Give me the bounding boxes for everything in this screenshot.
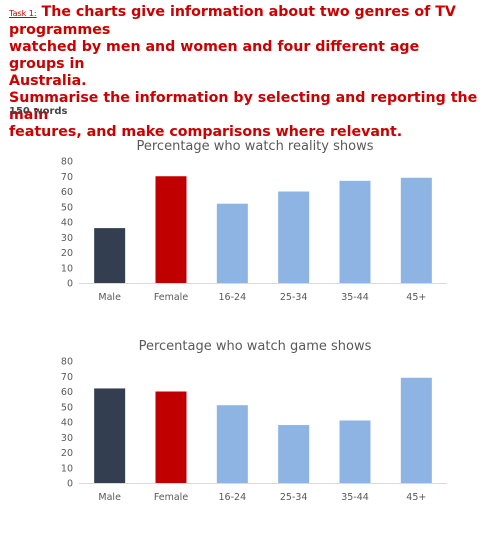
reality-bar bbox=[94, 228, 126, 283]
game-category-label: 25-34 bbox=[280, 492, 308, 503]
game-y-tick-label: 40 bbox=[61, 418, 73, 429]
game-y-tick-label: 0 bbox=[67, 479, 73, 490]
reality-y-tick-label: 50 bbox=[61, 202, 73, 213]
game-y-tick-label: 50 bbox=[61, 402, 73, 413]
task-prompt-line-3: Australia. bbox=[9, 73, 87, 89]
reality-bar bbox=[339, 180, 371, 283]
reality-category-label: Female bbox=[154, 292, 189, 303]
reality-bar bbox=[278, 191, 310, 283]
reality-y-tick-label: 20 bbox=[61, 248, 73, 259]
game-y-tick-label: 30 bbox=[61, 433, 73, 444]
game-y-tick-label: 60 bbox=[61, 387, 73, 398]
game-y-tick-label: 70 bbox=[61, 372, 73, 383]
reality-y-tick-label: 80 bbox=[61, 157, 73, 168]
reality-category-label: 25-34 bbox=[280, 292, 308, 303]
task-prompt: Task 1: The charts give information abou… bbox=[9, 4, 479, 141]
reality-y-tick-label: 10 bbox=[61, 263, 73, 274]
game-category-label: Male bbox=[98, 492, 121, 503]
task-prompt-line-4: Summarise the information by selecting a… bbox=[9, 90, 478, 123]
game-bar bbox=[155, 391, 187, 483]
reality-bar bbox=[155, 176, 187, 283]
game-category-label: 45+ bbox=[406, 492, 426, 503]
reality-y-tick-label: 40 bbox=[61, 218, 73, 229]
game-y-tick-label: 10 bbox=[61, 463, 73, 474]
task-prompt-line-2: watched by men and women and four differ… bbox=[9, 39, 420, 72]
reality-category-label: 45+ bbox=[406, 292, 426, 303]
reality-y-tick-label: 30 bbox=[61, 233, 73, 244]
reality-category-label: 35-44 bbox=[341, 292, 369, 303]
reality-shows-chart: Percentage who watch reality shows 0 10 20 3… bbox=[0, 130, 484, 330]
reality-bar bbox=[400, 177, 432, 283]
game-shows-chart: Percentage who watch game shows 0 10 20 30 40… bbox=[0, 330, 484, 530]
word-count: 150 words bbox=[9, 106, 68, 117]
game-category-label: 16-24 bbox=[219, 492, 247, 503]
reality-bar bbox=[216, 203, 248, 283]
reality-y-tick-label: 60 bbox=[61, 187, 73, 198]
reality-chart-title: Percentage who watch reality shows bbox=[137, 139, 374, 154]
game-bar bbox=[400, 377, 432, 483]
reality-y-tick-label: 0 bbox=[67, 279, 73, 290]
game-shows-chart-svg: Percentage who watch game shows 0 10 20 30 40… bbox=[61, 339, 447, 503]
task-prompt-line-1: The charts give information about two ge… bbox=[9, 4, 456, 38]
game-bar bbox=[339, 420, 371, 483]
game-y-tick-label: 80 bbox=[61, 357, 73, 368]
game-category-label: Female bbox=[154, 492, 189, 503]
reality-category-label: Male bbox=[98, 292, 121, 303]
task-label: Task 1: bbox=[9, 9, 37, 18]
reality-y-tick-label: 70 bbox=[61, 172, 73, 183]
reality-shows-chart-svg: Percentage who watch reality shows 0 10 20 3… bbox=[61, 139, 447, 303]
game-category-label: 35-44 bbox=[341, 492, 369, 503]
task-prompt-line-5: features, and make comparisons where rel… bbox=[9, 124, 403, 140]
game-bar bbox=[216, 405, 248, 483]
game-bar bbox=[278, 425, 310, 483]
game-bar bbox=[94, 388, 126, 483]
game-y-tick-label: 20 bbox=[61, 448, 73, 459]
reality-category-label: 16-24 bbox=[219, 292, 247, 303]
game-chart-title: Percentage who watch game shows bbox=[139, 339, 372, 354]
